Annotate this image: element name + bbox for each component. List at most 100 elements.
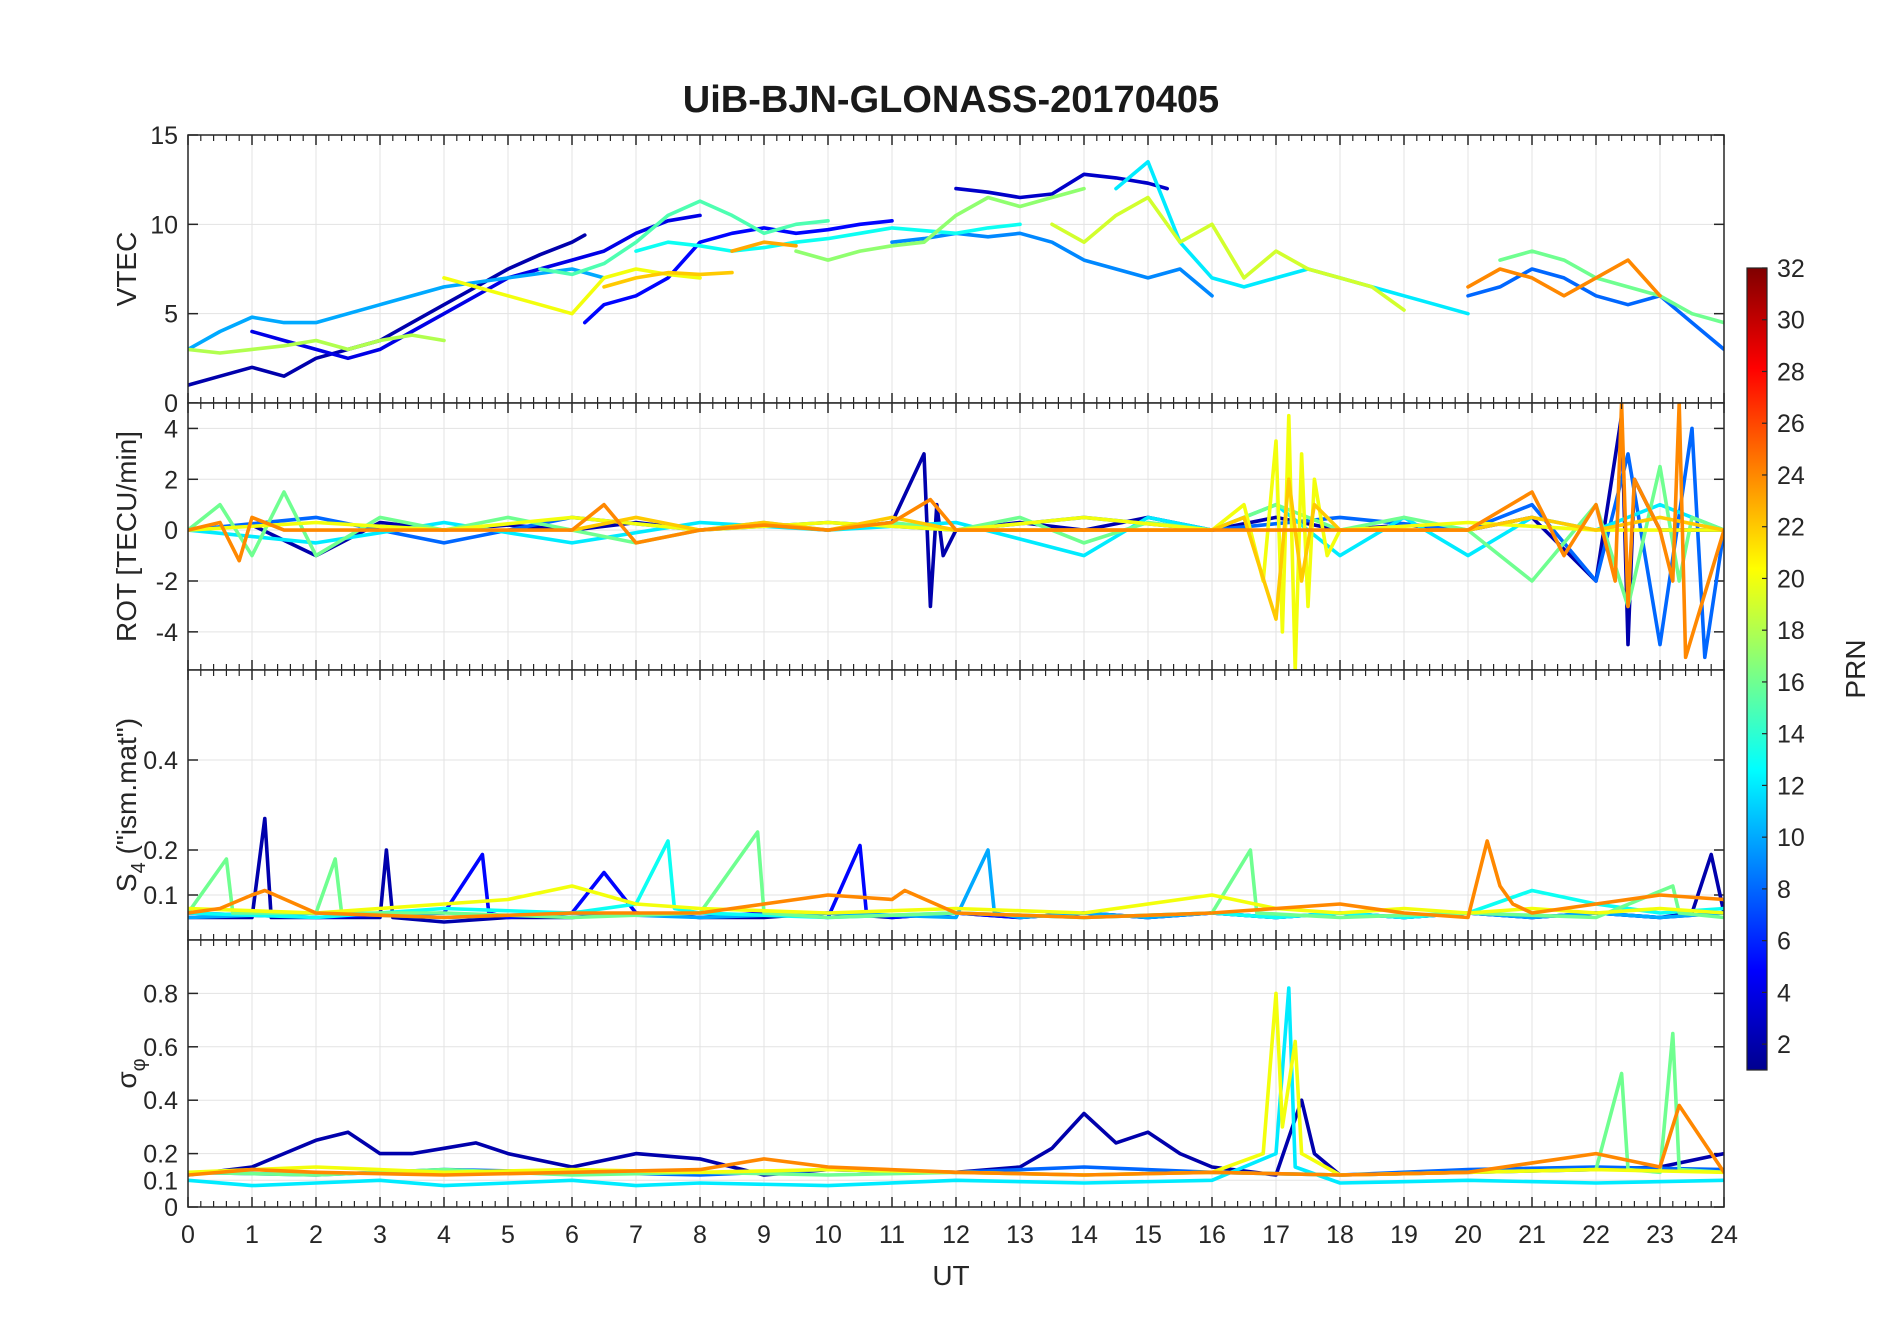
panel-vtec-series-prn-5 [583,219,894,325]
panel-sigphi-series-prn-12 [188,986,1724,1188]
panel-sigphi-ytick-label: 0 [164,1194,178,1222]
panel-vtec-series-prn-4 [250,213,702,361]
colorbar-tick-label: 22 [1777,514,1805,542]
colorbar-tick-label: 14 [1777,721,1805,749]
colorbar-tick-label: 10 [1777,824,1805,852]
x-tick-label: 9 [757,1221,771,1249]
x-tick-label: 7 [629,1221,643,1249]
panel-sigphi-ylabel: σφ [111,1058,150,1088]
x-tick-label: 13 [1006,1221,1034,1249]
panel-sigphi-series-group [188,986,1724,1188]
x-tick-label: 4 [437,1221,451,1249]
x-tick-label: 5 [501,1221,515,1249]
x-tick-label: 0 [181,1221,195,1249]
panel-vtec-ytick-label: 5 [164,301,178,329]
panel-sigphi: 00.10.2 0.4 0.6 0.8 σφ [111,939,1725,1222]
panel-rot-ytick-label: 4 [164,415,178,443]
panel-vtec-ylabel-main: VTEC [111,232,142,307]
panel-vtec-series-prn-3 [954,172,1169,200]
panel-vtec-ylabel: VTEC [111,232,142,307]
panel-vtec-series-group [188,160,1724,387]
x-tick-label: 22 [1582,1221,1610,1249]
x-tick-label: 21 [1518,1221,1546,1249]
x-tick-label: 1 [245,1221,259,1249]
panel-vtec-ytick-label: 0 [164,390,178,418]
panel-vtec-series-prn-2 [188,233,587,387]
panel-s4-ylabel-main: S [111,873,142,892]
x-axis-label: UT [932,1260,969,1291]
colorbar-tick-label: 12 [1777,772,1805,800]
panel-s4-ylabel-sub: 4 [128,862,150,873]
x-tick-label: 15 [1134,1221,1162,1249]
panel-vtec-series-prn-17 [794,186,1086,262]
panel-s4-series-prn-16 [188,830,1724,920]
panel-vtec-series-prn-19 [1050,195,1406,312]
colorbar-tick-label: 24 [1777,462,1805,490]
panel-s4-ylabel-suffix: ("ism.mat") [111,718,142,862]
panel-vtec-series-prn-16 [1498,249,1724,325]
panel-s4-series-prn-24 [188,839,1724,920]
panel-sigphi-ytick-label: 0.4 [143,1087,178,1115]
panel-vtec-series-prn-15 [538,199,830,277]
colorbar-tick-label: 16 [1777,669,1805,697]
x-tick-label: 20 [1454,1221,1482,1249]
x-tick-label: 19 [1390,1221,1418,1249]
panel-sigphi-ylabel-main: σ [111,1071,142,1088]
panel-vtec-series-prn-12 [1114,160,1470,316]
panel-rot-ytick-label: -4 [156,619,178,647]
colorbar-tick-label: 32 [1777,255,1805,283]
x-tick-label: 10 [814,1221,842,1249]
x-tick-label: 24 [1710,1221,1738,1249]
panel-s4-series-prn-20 [188,884,1724,915]
panel-rot-ylabel: ROT [TECU/min] [111,431,142,642]
panel-vtec-series-prn-9 [890,231,1214,298]
panel-sigphi-ytick-label: 0.1 [143,1167,178,1195]
panel-rot-series-prn-22 [570,477,1724,621]
panel-rot-series-prn-8 [188,426,1724,660]
colorbar-tick-label: 4 [1777,979,1791,1007]
panel-sigphi-ytick-label: 0.8 [143,980,178,1008]
panel-sigphi-ylabel-sub: φ [128,1058,150,1071]
panel-s4-ytick-label: 0.1 [143,882,178,910]
panel-vtec-series-prn-13 [634,222,1022,253]
panel-vtec-series-prn-22 [602,270,734,289]
colorbar-tick-label: 6 [1777,928,1791,956]
x-tick-label: 3 [373,1221,387,1249]
panel-rot-ytick-label: -2 [156,568,178,596]
colorbar-tick-label: 8 [1777,876,1791,904]
panel-vtec-series-prn-23 [730,240,798,253]
colorbar-tick-label: 2 [1777,1031,1791,1059]
panel-rot-series-prn-20 [188,413,1724,670]
x-tick-label: 14 [1070,1221,1098,1249]
x-tick-label: 11 [879,1221,905,1249]
x-tick-label: 12 [942,1221,970,1249]
panel-sigphi-frame [187,939,1725,1208]
x-tick-label: 23 [1646,1221,1674,1249]
colorbar-tick-label: 26 [1777,410,1805,438]
panel-rot-series-prn-24 [188,403,1724,660]
panel-s4: 0.10.20.4S4 ("ism.mat") [111,669,1725,941]
panel-sigphi-ytick-label: 0.2 [143,1141,178,1169]
panel-rot-ytick-label: 0 [164,517,178,545]
panel-vtec-series-prn-8 [1466,267,1724,352]
colorbar-tick-label: 28 [1777,358,1805,386]
panel-vtec: 0 5 10 15 VTEC [111,122,1725,418]
panel-sigphi-ytick-label: 0.6 [143,1034,178,1062]
x-tick-label: 18 [1326,1221,1354,1249]
panel-vtec-ytick-label: 15 [150,122,178,150]
panel-rot-ytick-label: 2 [164,466,178,494]
x-tick-label: 17 [1262,1221,1290,1249]
x-tick-label: 2 [309,1221,323,1249]
panel-rot-series-group [188,403,1724,670]
panel-rot: -4 -2 0 2 4 ROT [TECU/min] [111,402,1725,671]
colorbar-tick-label: 18 [1777,617,1805,645]
x-tick-label: 16 [1198,1221,1226,1249]
colorbar-label: PRN [1840,639,1871,698]
x-tick-label: 6 [565,1221,579,1249]
panel-rot-ylabel-main: ROT [TECU/min] [111,431,142,642]
panel-vtec-series-prn-24 [1466,258,1662,298]
x-tick-label: 8 [693,1221,707,1249]
